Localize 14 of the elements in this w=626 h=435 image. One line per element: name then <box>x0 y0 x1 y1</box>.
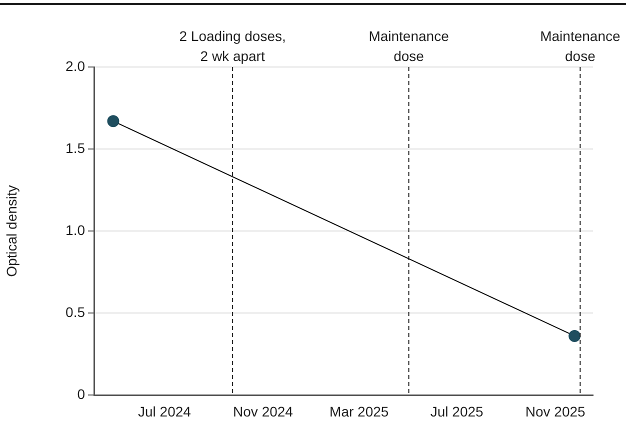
x-tick-label: Mar 2025 <box>330 403 389 420</box>
y-axis-title: Optical density <box>3 185 20 277</box>
y-tick-label: 1.0 <box>66 222 86 238</box>
ref-line-label: Maintenance dose <box>368 28 450 64</box>
x-tick-label: Nov 2024 <box>233 403 294 420</box>
x-tick-label: Jul 2025 <box>430 403 484 420</box>
ref-line-label: 2 Loading doses, 2 wk apart <box>179 28 286 64</box>
y-tick-label: 2.0 <box>66 58 86 74</box>
y-tick-label: 0 <box>77 386 86 402</box>
x-tick-label: Nov 2025 <box>525 403 586 420</box>
y-tick-label: 0.5 <box>66 304 86 320</box>
x-tick-label: Jul 2024 <box>138 403 192 420</box>
ref-line-label: Maintenance dose <box>540 28 620 64</box>
y-tick-label: 1.5 <box>66 140 86 156</box>
